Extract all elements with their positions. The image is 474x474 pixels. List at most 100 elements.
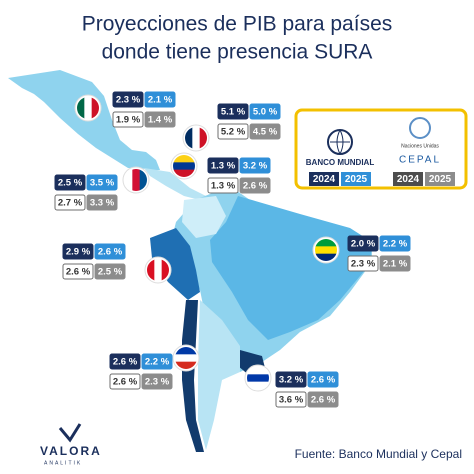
un-label: Naciones Unidas [401,143,439,149]
cepal-label: CEPAL [399,155,441,166]
wb-label: BANCO MUNDIAL [306,158,375,167]
figure: 2.6 % [98,247,123,258]
flag-stripe [192,127,200,149]
figure: 1.9 % [116,115,141,126]
figure-box [217,123,249,140]
figure: 2.3 % [145,377,170,388]
title: donde tiene presencia SURA [102,41,373,64]
flag-stripe [175,361,197,369]
figure: 2.6 % [243,181,268,192]
figure: 2.6 % [113,357,138,368]
flag-stripe [175,347,197,355]
colombia [182,196,226,238]
figure: 2.1 % [383,259,408,270]
figure-box [347,235,379,252]
flag-stripe [125,169,133,191]
wb-logo [330,129,350,155]
year-box [425,172,455,186]
figure: 3.2 % [279,375,304,386]
figure-box [86,194,118,211]
figure-box [112,111,144,128]
figure: 2.2 % [145,357,170,368]
flag-stripe [315,253,337,261]
figure-box [109,353,141,370]
brand: VALORA [40,444,102,458]
flag-stripe [175,354,197,362]
flag-stripe [84,97,92,119]
figure-box [54,194,86,211]
figure-box [207,177,239,194]
figure-box [275,391,307,408]
brand-logo [58,423,82,443]
figure: 2.1 % [148,95,173,106]
year-box [341,172,371,186]
year-box [393,172,423,186]
figure-box [144,91,176,108]
flag-stripe [147,259,155,281]
figure-box [62,243,94,260]
figure: 3.3 % [90,198,115,209]
flag-stripe [77,97,85,119]
figure: 2.7 % [58,198,83,209]
figure-box [94,263,126,280]
figure: 2.3 % [116,95,141,106]
chile [182,300,204,452]
figure: 4.5 % [253,127,278,138]
flag-stripe [247,374,269,382]
flag-stripe [154,259,162,281]
source: Fuente: Banco Mundial y Cepal [295,447,462,461]
figure-box [379,255,411,272]
figure: 2.6 % [66,267,91,278]
figure: 2.0 % [351,239,376,250]
flag-stripe [91,97,99,119]
figure-box [239,157,271,174]
figure-box [249,103,281,120]
flag-stripe [247,367,269,375]
figure: 1.4 % [148,115,173,126]
figure-box [307,371,339,388]
year-box [309,172,339,186]
figure-box [86,174,118,191]
figure-box [94,243,126,260]
figure: 3.2 % [243,161,268,172]
figure: 2.2 % [383,239,408,250]
figure: 1.3 % [211,181,236,192]
figure-box [239,177,271,194]
figure: 2.3 % [351,259,376,270]
flag-stripe [185,127,193,149]
figure: 2.6 % [113,377,138,388]
flag-stripe [173,162,195,170]
country-figures: 2.3 % 2.1 % 1.9 % 1.4 % 5.1 % 5.0 % 5.2 % 4.5 %… [54,91,411,408]
flag-stripe [199,127,207,149]
figure: 5.2 % [221,127,246,138]
figure-box [249,123,281,140]
title: Proyecciones de PIB para países [82,13,393,36]
year: 2025 [345,174,368,185]
year: 2025 [429,174,452,185]
argentina [198,300,240,450]
year: 2024 [313,174,336,185]
figure: 2.6 % [311,395,336,406]
figure-box [307,391,339,408]
flag-stripe [173,155,195,163]
figure-box [379,235,411,252]
figure-box [54,174,86,191]
figure: 3.5 % [90,178,115,189]
legend: BANCO MUNDIAL Naciones Unidas CEPAL 2024… [294,108,468,190]
figure-box [141,353,173,370]
flag-stripe [315,246,337,254]
year: 2024 [397,174,420,185]
un-logo [409,117,431,139]
central-america [144,168,206,200]
brazil [210,196,372,340]
flag-stripe [139,169,147,191]
figure-box [217,103,249,120]
figure-box [109,373,141,390]
brand-sub: ANALITIK [44,460,82,466]
peru [150,228,200,300]
figure: 2.5 % [98,267,123,278]
figure-box [207,157,239,174]
flag-stripe [247,381,269,389]
figure: 2.9 % [66,247,91,258]
